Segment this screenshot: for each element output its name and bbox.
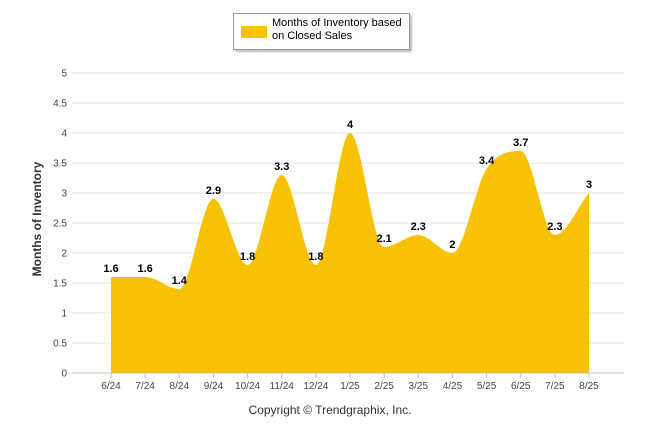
x-tick-label: 8/24 bbox=[170, 381, 190, 392]
data-label: 3 bbox=[586, 179, 592, 191]
data-labels: 1.6 1.6 1.4 2.9 1.8 3.3 1.8 4 2.1 2.3 2 3.4 3.7 2.3 3 bbox=[103, 119, 592, 287]
y-tick-label: 3.5 bbox=[53, 159, 67, 170]
data-label: 1.6 bbox=[103, 263, 118, 275]
x-tick-label: 3/25 bbox=[409, 381, 429, 392]
data-label: 1.8 bbox=[240, 251, 255, 263]
copyright-footer: Copyright © Trendgraphix, Inc. bbox=[248, 403, 412, 417]
data-label: 3.3 bbox=[274, 161, 289, 173]
x-tick-label: 9/24 bbox=[204, 381, 224, 392]
data-label: 1.8 bbox=[308, 251, 323, 263]
x-tick-label: 6/24 bbox=[101, 381, 121, 392]
data-label: 3.4 bbox=[479, 155, 495, 167]
data-label: 2.9 bbox=[206, 185, 221, 197]
x-tick-label: 8/25 bbox=[579, 381, 599, 392]
x-tick-label: 7/25 bbox=[545, 381, 565, 392]
y-tick-label: 4 bbox=[61, 129, 67, 140]
x-tick-label: 12/24 bbox=[303, 381, 328, 392]
x-axis-ticks: 6/24 7/24 8/24 9/24 10/24 11/24 12/24 1/25 2/25 3… bbox=[101, 373, 599, 392]
y-tick-label: 1.5 bbox=[53, 279, 67, 290]
inventory-area bbox=[111, 133, 589, 373]
x-tick-label: 4/25 bbox=[443, 381, 463, 392]
y-tick-label: 4.5 bbox=[53, 99, 67, 110]
legend-swatch bbox=[241, 26, 267, 38]
data-label: 3.7 bbox=[513, 137, 528, 149]
y-tick-label: 0 bbox=[61, 369, 67, 380]
y-tick-label: 1 bbox=[61, 309, 67, 320]
data-label: 2.3 bbox=[547, 221, 562, 233]
x-tick-label: 11/24 bbox=[270, 381, 295, 392]
x-tick-label: 1/25 bbox=[340, 381, 360, 392]
x-tick-label: 6/25 bbox=[511, 381, 531, 392]
data-label: 1.6 bbox=[137, 263, 152, 275]
y-tick-label: 3 bbox=[61, 189, 67, 200]
x-tick-label: 10/24 bbox=[235, 381, 260, 392]
y-axis-ticks: 0 0.5 1 1.5 2 2.5 3 3.5 4 4.5 5 bbox=[53, 69, 67, 380]
y-tick-label: 2 bbox=[61, 249, 67, 260]
y-tick-label: 0.5 bbox=[53, 339, 67, 350]
data-label: 2 bbox=[449, 239, 455, 251]
data-label: 4 bbox=[347, 119, 354, 131]
data-label: 1.4 bbox=[172, 275, 188, 287]
legend-label: Months of Inventory based on Closed Sale… bbox=[272, 17, 402, 42]
x-tick-label: 5/25 bbox=[477, 381, 497, 392]
data-label: 2.3 bbox=[411, 221, 426, 233]
legend: Months of Inventory based on Closed Sale… bbox=[233, 13, 410, 50]
x-tick-label: 2/25 bbox=[374, 381, 394, 392]
data-label: 2.1 bbox=[376, 233, 391, 245]
y-tick-label: 5 bbox=[61, 69, 67, 80]
y-tick-label: 2.5 bbox=[53, 219, 67, 230]
y-axis-title: Months of Inventory bbox=[30, 161, 44, 277]
x-tick-label: 7/24 bbox=[135, 381, 155, 392]
